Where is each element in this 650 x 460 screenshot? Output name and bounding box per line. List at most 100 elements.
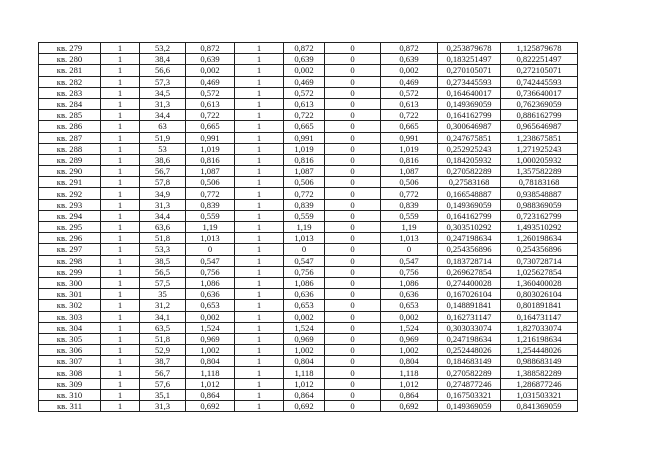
value-cell: 1 — [100, 53, 140, 66]
value-cell: 0,653 — [380, 299, 438, 312]
value-cell: 34,9 — [139, 187, 186, 200]
value-cell: 0 — [324, 310, 381, 323]
value-cell: 0 — [324, 332, 381, 346]
value-cell: 1 — [100, 153, 140, 167]
apartment-cell: кв. 301 — [38, 288, 101, 301]
value-cell: 1 — [100, 332, 140, 346]
value-cell: 53,3 — [139, 243, 186, 256]
apartment-cell: кв. 303 — [38, 310, 101, 323]
apartment-cell: кв. 304 — [38, 321, 101, 334]
value-cell: 0,270582289 — [437, 165, 501, 178]
value-cell: 1 — [234, 142, 284, 155]
value-cell: 1 — [234, 243, 284, 256]
value-cell: 0,162731147 — [437, 310, 501, 323]
value-cell: 1 — [100, 142, 140, 155]
value-cell: 0 — [324, 366, 381, 379]
value-cell: 0,816 — [380, 153, 438, 167]
table-row: кв. 295 1 63,6 1,19 1 1,19 0 1,19 0,303510292 1,4… — [38, 220, 578, 234]
value-cell: 0,469 — [185, 75, 235, 88]
value-cell: 0,469 — [380, 75, 438, 88]
value-cell: 1 — [100, 232, 140, 245]
value-cell: 0,872 — [380, 41, 438, 55]
value-cell: 0,254356896 — [500, 243, 578, 256]
value-cell: 0,247198634 — [437, 232, 501, 245]
value-cell: 0,253879678 — [437, 41, 501, 55]
value-cell: 0,506 — [283, 176, 325, 189]
value-cell: 1 — [100, 344, 140, 357]
value-cell: 1 — [100, 41, 140, 55]
value-cell: 57,6 — [139, 377, 186, 390]
value-cell: 0,665 — [380, 120, 438, 133]
value-cell: 0,547 — [185, 254, 235, 267]
value-cell: 1,012 — [185, 377, 235, 390]
value-cell: 0,247198634 — [437, 332, 501, 346]
value-cell: 0,636 — [185, 288, 235, 301]
value-cell: 0,991 — [185, 131, 235, 144]
apartment-cell: кв. 308 — [38, 366, 101, 379]
value-cell: 0,184205932 — [437, 153, 501, 167]
value-cell: 0 — [324, 176, 381, 189]
value-cell: 1,260198634 — [500, 232, 578, 245]
value-cell: 1 — [100, 388, 140, 402]
value-cell: 1 — [100, 220, 140, 234]
table-row: кв. 285 1 34,4 0,722 1 0,722 0 0,722 0,164162799… — [38, 109, 578, 122]
value-cell: 1,013 — [283, 232, 325, 245]
value-cell: 1,012 — [283, 377, 325, 390]
value-cell: 1,086 — [185, 276, 235, 290]
apartment-cell: кв. 311 — [38, 399, 101, 413]
table-row: кв. 297 1 53,3 0 1 0 0 0 0,254356896 0,254356896 — [38, 243, 578, 256]
apartment-cell: кв. 298 — [38, 254, 101, 267]
value-cell: 0 — [324, 41, 381, 55]
value-cell: 1,000205932 — [500, 153, 578, 167]
value-cell: 0,665 — [283, 120, 325, 133]
value-cell: 31,3 — [139, 198, 186, 211]
value-cell: 56,7 — [139, 165, 186, 178]
value-cell: 1,524 — [283, 321, 325, 334]
value-cell: 1 — [100, 276, 140, 290]
value-cell: 0 — [324, 142, 381, 155]
value-cell: 1,388582289 — [500, 366, 578, 379]
value-cell: 1 — [234, 366, 284, 379]
value-cell: 0 — [324, 265, 381, 278]
value-cell: 0,252925243 — [437, 142, 501, 155]
value-cell: 0,938548887 — [500, 187, 578, 200]
value-cell: 1 — [234, 254, 284, 267]
value-cell: 0,988369059 — [500, 198, 578, 211]
value-cell: 0,166548887 — [437, 187, 501, 200]
table-row: кв. 310 1 35,1 0,864 1 0,864 0 0,864 0,167503321… — [38, 388, 578, 402]
table-body: кв. 279 1 53,2 0,872 1 0,872 0 0,872 0,253879678… — [38, 41, 578, 413]
table-row: кв. 289 1 38,6 0,816 1 0,816 0 0,816 0,184205932… — [38, 153, 578, 167]
value-cell: 0 — [324, 75, 381, 88]
value-cell: 0,722 — [185, 109, 235, 122]
value-cell: 0 — [324, 388, 381, 402]
value-cell: 1 — [234, 153, 284, 167]
value-cell: 1,524 — [185, 321, 235, 334]
value-cell: 1,493510292 — [500, 220, 578, 234]
apartment-cell: кв. 288 — [38, 142, 101, 155]
value-cell: 0,969 — [380, 332, 438, 346]
value-cell: 0,613 — [380, 97, 438, 111]
value-cell: 0 — [324, 153, 381, 167]
value-cell: 1 — [234, 97, 284, 111]
value-cell: 0,822251497 — [500, 53, 578, 66]
apartment-cell: кв. 306 — [38, 344, 101, 357]
value-cell: 1,086 — [380, 276, 438, 290]
table-row: кв. 308 1 56,7 1,118 1 1,118 0 1,118 0,270582289… — [38, 366, 578, 379]
value-cell: 0,002 — [283, 64, 325, 77]
value-cell: 0,559 — [380, 209, 438, 223]
value-cell: 38,6 — [139, 153, 186, 167]
value-cell: 0,872 — [185, 41, 235, 55]
value-cell: 0,730728714 — [500, 254, 578, 267]
value-cell: 1,002 — [185, 344, 235, 357]
value-cell: 0,639 — [380, 53, 438, 66]
value-cell: 1 — [234, 377, 284, 390]
apartment-cell: кв. 299 — [38, 265, 101, 278]
value-cell: 0,665 — [185, 120, 235, 133]
value-cell: 63 — [139, 120, 186, 133]
value-cell: 0,572 — [185, 86, 235, 99]
value-cell: 34,5 — [139, 86, 186, 99]
value-cell: 0,692 — [380, 399, 438, 413]
value-cell: 0,300646987 — [437, 120, 501, 133]
value-cell: 0,167503321 — [437, 388, 501, 402]
value-cell: 0,722 — [380, 109, 438, 122]
